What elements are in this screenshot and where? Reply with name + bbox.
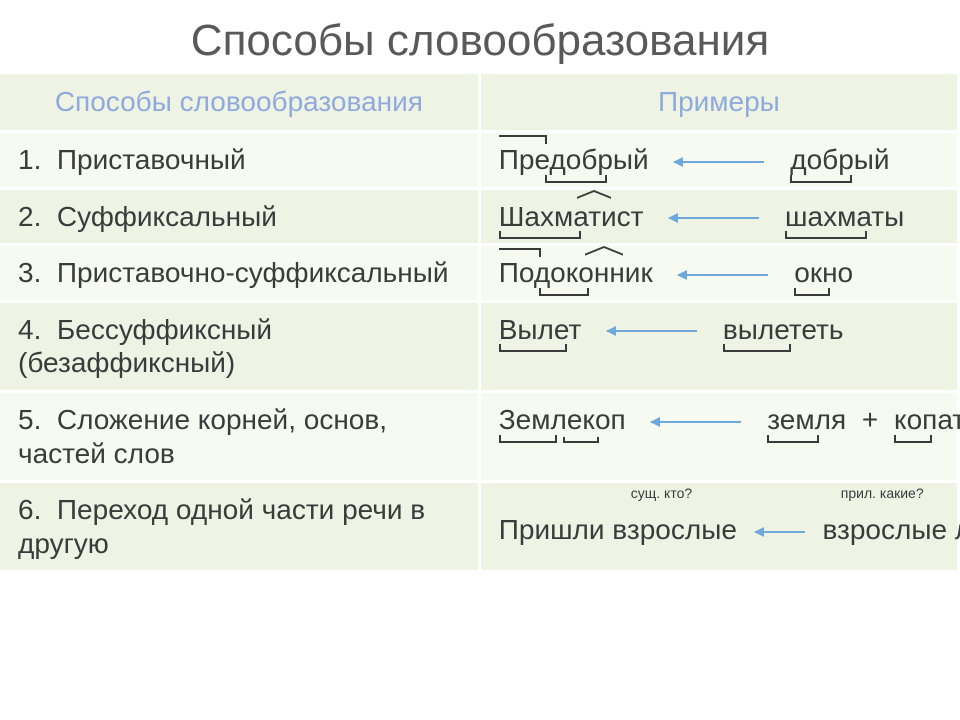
table-row: 3. Приставочно-суффиксальный Подоконник … [0,245,959,302]
base-word: шахматы [785,200,904,234]
example-cell: Шахматист шахматы [479,188,958,245]
header-examples: Примеры [479,74,958,132]
row-num: 5. [18,404,41,435]
suffix-roof-icon [577,190,611,200]
base-word: вылететь [723,313,844,347]
annotation-adj: прил. какие? [841,485,924,502]
row-num: 3. [18,257,41,288]
header-method: Способы словообразования [0,74,479,132]
base-word: окно [794,256,853,290]
arrow-icon [607,330,697,332]
derived-word: Вылет [499,313,582,347]
derived-word: Предобрый [499,143,649,177]
row-num: 6. [18,494,41,525]
example-cell: Землекоп земля + копать [479,391,958,481]
method-name: Суффиксальный [57,201,277,232]
method-name: Приставочно-суффиксальный [57,257,449,288]
example-cell: сущ. кто? прил. какие? Пришли взрослые в… [479,482,958,572]
arrow-icon [755,531,805,533]
arrow-icon [651,421,741,423]
slide-title: Способы словообразования [0,0,960,74]
method-name: Бессуффиксный (безаффиксный) [18,314,272,379]
arrow-icon [678,274,768,276]
root-bracket-icon [563,437,599,443]
row-num: 2. [18,201,41,232]
base-word: земля [767,403,846,437]
base-phrase: взрослые люди [822,513,960,547]
slide: Способы словообразования Способы словооб… [0,0,960,720]
row-num: 4. [18,314,41,345]
base-word: добрый [790,143,889,177]
arrow-icon [669,217,759,219]
derived-word: Подоконник [499,256,653,290]
derived-word: Землекоп [499,403,626,437]
method-cell: 3. Приставочно-суффиксальный [0,245,479,302]
arrow-icon [674,161,764,163]
row-num: 1. [18,144,41,175]
table-row: 5. Сложение корней, основ, частей слов З… [0,391,959,481]
example-cell: Вылет вылететь [479,301,958,391]
base2-word: копать [894,403,960,437]
method-name: Приставочный [57,144,246,175]
plus-sign: + [862,403,878,437]
method-cell: 6. Переход одной части речи в другую [0,482,479,572]
derived-word: Шахматист [499,200,644,234]
method-cell: 2. Суффиксальный [0,188,479,245]
table-row: 6. Переход одной части речи в другую сущ… [0,482,959,572]
method-cell: 1. Приставочный [0,132,479,189]
example-cell: Подоконник окно [479,245,958,302]
word-formation-table: Способы словообразования Примеры 1. Прис… [0,74,960,573]
method-cell: 4. Бессуффиксный (безаффиксный) [0,301,479,391]
table-row: 4. Бессуффиксный (безаффиксный) Вылет вы… [0,301,959,391]
method-cell: 5. Сложение корней, основ, частей слов [0,391,479,481]
table-row: 2. Суффиксальный Шахматист шахматы [0,188,959,245]
suffix-roof-icon [585,246,623,256]
method-name: Сложение корней, основ, частей слов [18,404,387,469]
example-cell: Предобрый добрый [479,132,958,189]
method-name: Переход одной части речи в другую [18,494,425,559]
annotation-noun: сущ. кто? [631,485,692,502]
derived-phrase: Пришли взрослые [499,513,737,547]
table-row: 1. Приставочный Предобрый добрый [0,132,959,189]
